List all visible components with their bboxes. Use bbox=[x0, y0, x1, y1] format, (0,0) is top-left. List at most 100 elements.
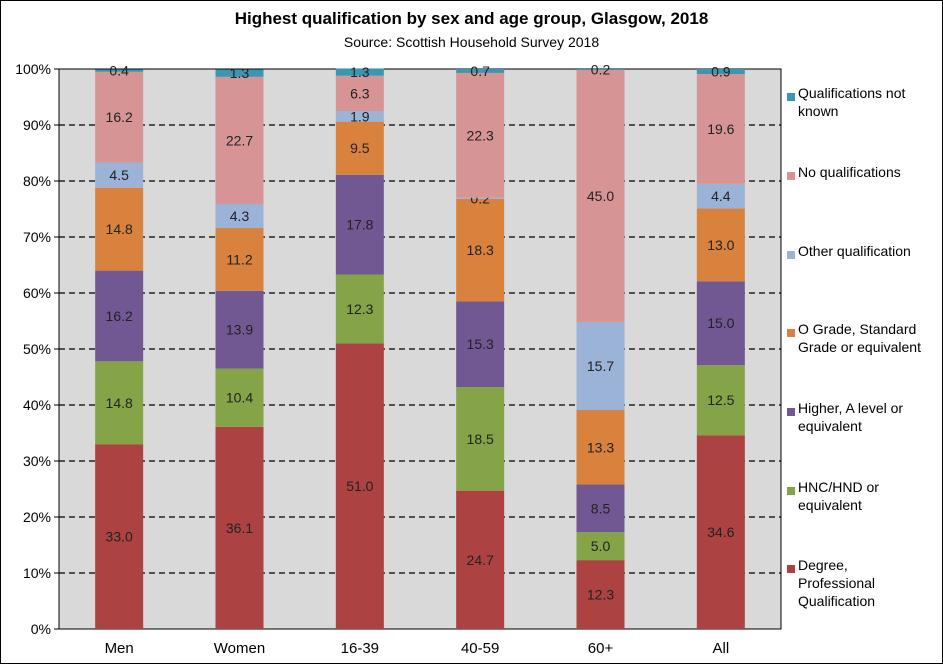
y-tick-label: 40% bbox=[23, 397, 51, 413]
x-tick-label: Women bbox=[214, 640, 265, 657]
bar-segment bbox=[456, 72, 505, 198]
bar-segment bbox=[215, 426, 264, 629]
data-label: 34.6 bbox=[707, 524, 734, 540]
y-tick-label: 80% bbox=[23, 173, 51, 189]
legend-label-line: known bbox=[798, 103, 838, 119]
legend-swatch bbox=[787, 408, 795, 416]
legend-label-line: HNC/HND or bbox=[798, 479, 879, 495]
bar-segment bbox=[576, 70, 625, 323]
bar-segment bbox=[215, 69, 264, 77]
bar-segment bbox=[335, 343, 384, 629]
bar-segment bbox=[95, 444, 144, 629]
y-tick-label: 50% bbox=[23, 341, 51, 357]
bar-segment bbox=[696, 69, 745, 75]
data-label: 16.2 bbox=[106, 109, 133, 125]
legend-swatch bbox=[787, 329, 795, 337]
bar-segment bbox=[576, 322, 625, 411]
bar-segment bbox=[456, 387, 505, 491]
data-label: 0.2 bbox=[591, 62, 611, 78]
legend-label: Qualifications not known bbox=[798, 85, 906, 119]
bar-segment bbox=[696, 208, 745, 282]
x-tick-label: Men bbox=[105, 640, 134, 657]
data-label: 15.3 bbox=[467, 336, 494, 352]
bar-segment bbox=[335, 111, 384, 122]
data-label: 16.2 bbox=[106, 308, 133, 324]
legend-swatch bbox=[787, 172, 795, 180]
legend-label-line: Grade or equivalent bbox=[798, 339, 921, 355]
bar-segment bbox=[215, 290, 264, 369]
bar-segment bbox=[696, 74, 745, 184]
bar-segment bbox=[696, 435, 745, 629]
y-tick-label: 10% bbox=[23, 565, 51, 581]
bar-segment bbox=[215, 368, 264, 427]
bar-segment bbox=[95, 69, 144, 72]
y-tick-label: 60% bbox=[23, 285, 51, 301]
data-label: 0.7 bbox=[470, 63, 490, 79]
legend-swatch bbox=[787, 251, 795, 259]
y-tick-label: 30% bbox=[23, 453, 51, 469]
data-label: 14.8 bbox=[106, 395, 133, 411]
bar-segment bbox=[335, 75, 384, 111]
data-label: 22.3 bbox=[467, 127, 494, 143]
legend-label: Degree, Professional Qualification bbox=[798, 557, 875, 609]
x-tick-label: 60+ bbox=[588, 640, 614, 657]
data-label: 1.3 bbox=[230, 65, 250, 81]
legend-label-line: Degree, bbox=[798, 557, 848, 573]
y-tick-label: 0% bbox=[31, 621, 51, 637]
data-label: 12.3 bbox=[587, 587, 614, 603]
data-label: 45.0 bbox=[587, 188, 614, 204]
bar-segment bbox=[456, 197, 505, 199]
y-tick-label: 70% bbox=[23, 229, 51, 245]
data-label: 9.5 bbox=[350, 140, 370, 156]
bar-segment bbox=[335, 121, 384, 175]
data-label: 19.6 bbox=[707, 121, 734, 137]
data-label: 1.3 bbox=[350, 64, 370, 80]
y-tick-label: 20% bbox=[23, 509, 51, 525]
data-label: 15.7 bbox=[587, 358, 614, 374]
legend-label: Higher, A level or equivalent bbox=[798, 400, 903, 434]
legend-label-line: No qualifications bbox=[798, 164, 901, 180]
bar-segment bbox=[215, 228, 264, 291]
legend-swatch bbox=[787, 565, 795, 573]
x-tick-label: All bbox=[712, 640, 729, 657]
bar-segment bbox=[95, 187, 144, 271]
data-label: 13.9 bbox=[226, 322, 253, 338]
bar-segment bbox=[95, 270, 144, 362]
data-label: 15.0 bbox=[707, 315, 734, 331]
legend-label: No qualifications bbox=[798, 164, 901, 180]
bar-segment bbox=[95, 71, 144, 163]
data-label: 33.0 bbox=[106, 529, 133, 545]
data-label: 10.4 bbox=[226, 390, 253, 406]
x-tick-label: 40-59 bbox=[461, 640, 499, 657]
chart-subtitle: Source: Scottish Household Survey 2018 bbox=[343, 34, 600, 50]
bar-segment bbox=[576, 560, 625, 629]
bar-segment bbox=[456, 490, 505, 629]
data-label: 24.7 bbox=[467, 552, 494, 568]
data-label: 51.0 bbox=[346, 478, 373, 494]
bar-segment bbox=[215, 203, 264, 229]
data-label: 4.5 bbox=[109, 167, 129, 183]
bar-segment bbox=[215, 76, 264, 204]
chart-title: Highest qualification by sex and age gro… bbox=[234, 9, 709, 28]
bar-segment bbox=[456, 198, 505, 302]
data-label: 18.3 bbox=[467, 242, 494, 258]
legend-label-line: equivalent bbox=[798, 497, 862, 513]
legend-swatch bbox=[787, 487, 795, 495]
data-label: 18.5 bbox=[467, 431, 494, 447]
bar-segment bbox=[576, 410, 625, 485]
data-label: 14.8 bbox=[106, 221, 133, 237]
bar-segment bbox=[576, 69, 625, 71]
bar-segment bbox=[696, 365, 745, 436]
legend-label-line: Qualification bbox=[798, 593, 875, 609]
data-label: 13.3 bbox=[587, 439, 614, 455]
data-label: 22.7 bbox=[226, 132, 253, 148]
data-label: 4.3 bbox=[230, 208, 250, 224]
legend-label: HNC/HND or equivalent bbox=[798, 479, 879, 513]
data-label: 0.9 bbox=[711, 64, 731, 80]
legend-label-line: equivalent bbox=[798, 418, 862, 434]
bar-segment bbox=[456, 301, 505, 388]
data-label: 1.9 bbox=[350, 108, 370, 124]
data-label: 11.2 bbox=[226, 251, 252, 267]
legend-label-line: Qualifications not bbox=[798, 85, 906, 101]
